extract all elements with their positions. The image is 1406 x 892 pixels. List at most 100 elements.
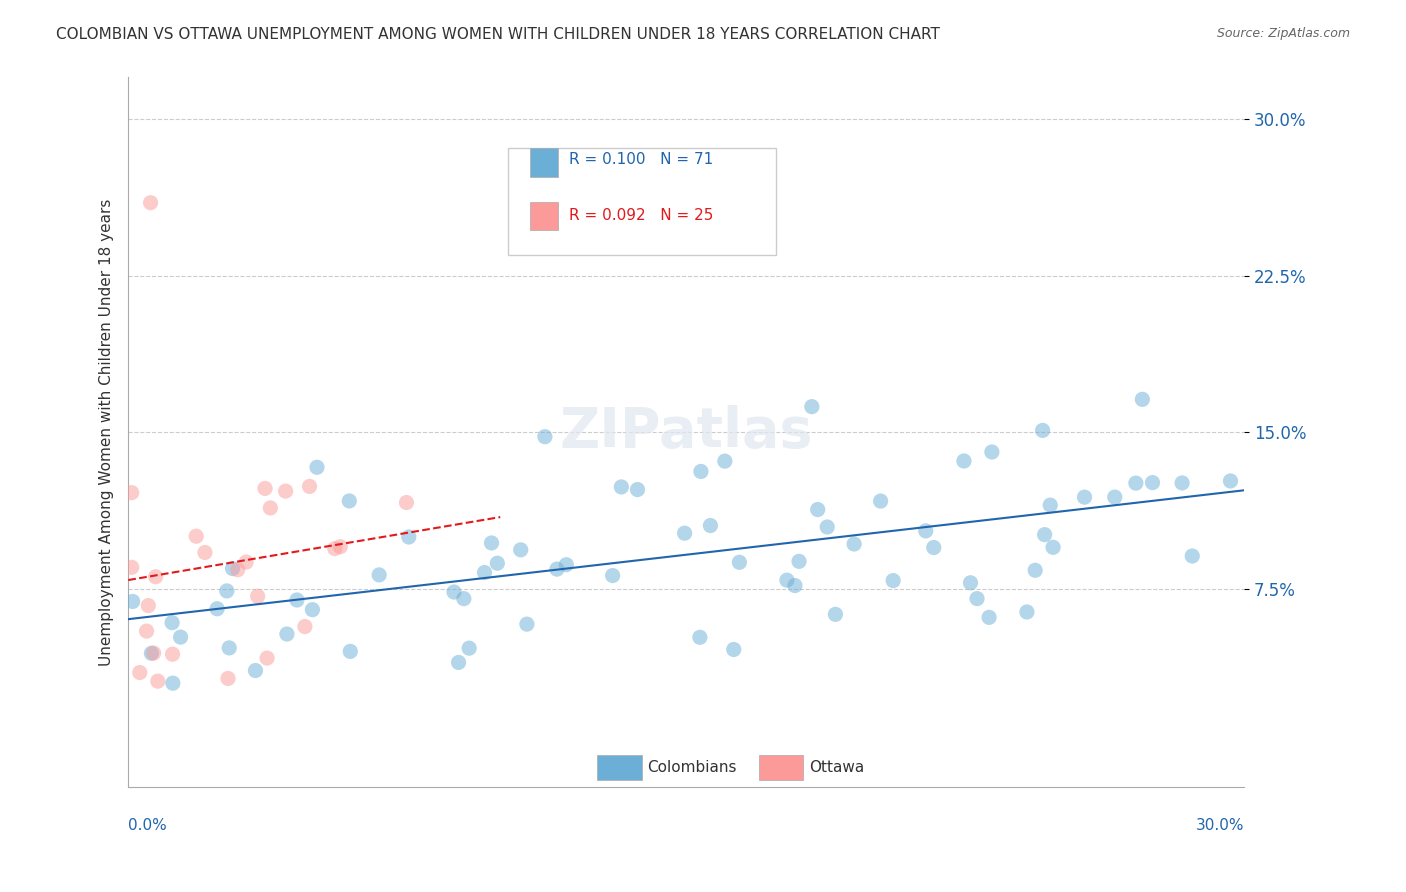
Point: [1142, 475, 1164, 490]
Point: [121, 560, 143, 574]
Point: [443, 585, 465, 599]
Point: [1125, 476, 1147, 491]
Point: [1015, 605, 1038, 619]
Point: [882, 574, 904, 588]
Point: [546, 562, 568, 576]
Point: [714, 454, 737, 468]
Point: [218, 640, 240, 655]
Point: [274, 484, 297, 499]
Point: [842, 537, 865, 551]
Text: 0.0%: 0.0%: [128, 818, 167, 833]
Point: [339, 644, 361, 658]
Point: [254, 482, 277, 496]
Point: [305, 460, 328, 475]
Point: [914, 524, 936, 538]
Point: [1171, 475, 1194, 490]
Point: [1073, 490, 1095, 504]
Point: [301, 602, 323, 616]
Point: [869, 494, 891, 508]
Point: [977, 610, 1000, 624]
Point: [121, 485, 143, 500]
Point: [783, 578, 806, 592]
Point: [205, 601, 228, 615]
Point: [966, 591, 988, 606]
Point: [256, 651, 278, 665]
Point: [486, 556, 509, 570]
Point: [142, 646, 165, 660]
Point: [160, 615, 183, 630]
Point: [699, 518, 721, 533]
Point: [481, 536, 503, 550]
Y-axis label: Unemployment Among Women with Children Under 18 years: Unemployment Among Women with Children U…: [100, 199, 114, 666]
Point: [1039, 498, 1062, 512]
Point: [235, 555, 257, 569]
Point: [276, 627, 298, 641]
Point: [1024, 563, 1046, 577]
Point: [169, 630, 191, 644]
FancyBboxPatch shape: [530, 148, 558, 177]
Point: [294, 619, 316, 633]
Point: [221, 561, 243, 575]
Point: [121, 594, 143, 608]
FancyBboxPatch shape: [530, 202, 558, 230]
Point: [1219, 474, 1241, 488]
Point: [285, 593, 308, 607]
Point: [246, 589, 269, 603]
Point: [689, 630, 711, 644]
Point: [474, 566, 496, 580]
Point: [395, 495, 418, 509]
Point: [555, 558, 578, 572]
Point: [1042, 541, 1064, 555]
Point: [602, 568, 624, 582]
FancyBboxPatch shape: [598, 756, 641, 780]
Text: COLOMBIAN VS OTTAWA UNEMPLOYMENT AMONG WOMEN WITH CHILDREN UNDER 18 YEARS CORREL: COLOMBIAN VS OTTAWA UNEMPLOYMENT AMONG W…: [56, 27, 941, 42]
Point: [728, 555, 751, 569]
Point: [800, 400, 823, 414]
Point: [259, 500, 281, 515]
Point: [145, 570, 167, 584]
Point: [534, 430, 557, 444]
Point: [136, 599, 159, 613]
Point: [398, 530, 420, 544]
Point: [245, 664, 267, 678]
Point: [453, 591, 475, 606]
Point: [824, 607, 846, 622]
Text: ZIPatlas: ZIPatlas: [560, 405, 813, 459]
Point: [807, 502, 830, 516]
Point: [1033, 527, 1056, 541]
Point: [458, 641, 481, 656]
Text: Source: ZipAtlas.com: Source: ZipAtlas.com: [1216, 27, 1350, 40]
Point: [516, 617, 538, 632]
FancyBboxPatch shape: [508, 148, 776, 255]
Point: [329, 540, 352, 554]
Point: [1181, 549, 1204, 563]
Point: [337, 494, 360, 508]
Point: [162, 676, 184, 690]
Point: [673, 526, 696, 541]
Text: R = 0.092   N = 25: R = 0.092 N = 25: [569, 209, 713, 223]
Point: [922, 541, 945, 555]
Point: [141, 646, 163, 660]
Point: [1032, 424, 1054, 438]
FancyBboxPatch shape: [759, 756, 803, 780]
Point: [162, 647, 184, 661]
Point: [217, 672, 239, 686]
Point: [815, 520, 838, 534]
Point: [959, 575, 981, 590]
Point: [186, 529, 208, 543]
Point: [509, 542, 531, 557]
Point: [626, 483, 648, 497]
Text: Colombians: Colombians: [647, 761, 737, 775]
Point: [690, 465, 713, 479]
Point: [776, 573, 799, 587]
Point: [298, 479, 321, 493]
Point: [953, 454, 976, 468]
Point: [787, 554, 810, 568]
Point: [368, 568, 391, 582]
Point: [1104, 490, 1126, 504]
Point: [1130, 392, 1153, 407]
Point: [215, 583, 238, 598]
Point: [323, 541, 346, 556]
Point: [146, 674, 169, 689]
Point: [447, 656, 470, 670]
